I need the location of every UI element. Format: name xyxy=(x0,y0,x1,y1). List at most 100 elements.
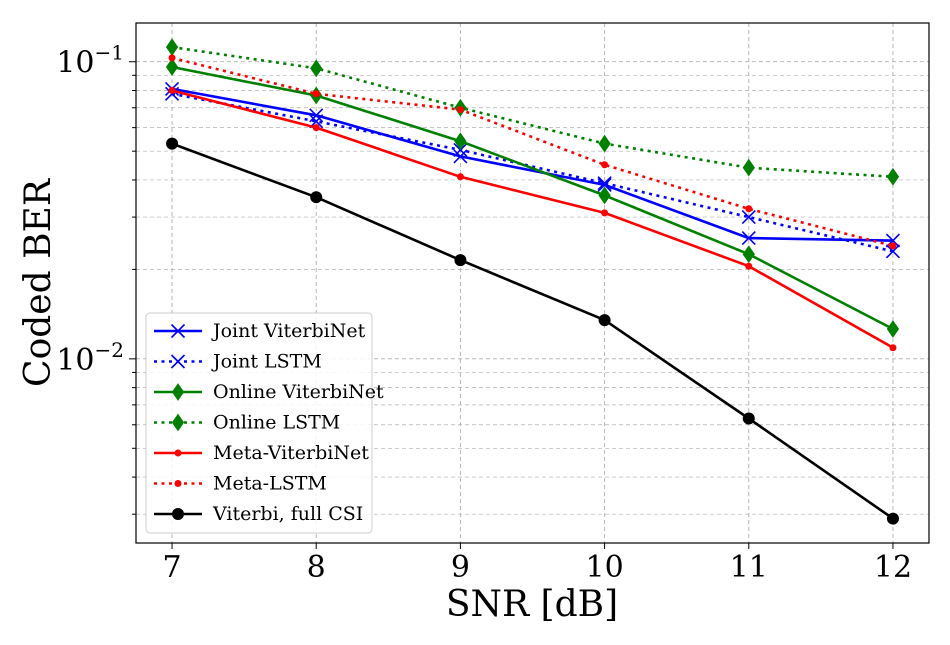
series-line xyxy=(171,89,894,349)
series-joint-lstm xyxy=(164,86,901,259)
legend-label: Joint ViterbiNet xyxy=(211,320,366,342)
x-marker-stroke xyxy=(170,354,186,369)
x-marker-stroke xyxy=(741,210,756,225)
diamond-marker xyxy=(171,413,185,432)
dot-marker xyxy=(456,173,464,181)
legend-label: Meta-ViterbiNet xyxy=(213,442,369,464)
legend: Joint ViterbiNet Joint LSTM Online Viterbi… xyxy=(145,312,384,534)
x-tick-label: 8 xyxy=(307,550,326,585)
diamond-marker xyxy=(598,134,611,153)
dot-marker xyxy=(168,87,176,95)
legend-entry: Joint LSTM xyxy=(154,351,322,373)
diamond-marker xyxy=(886,320,900,338)
x-marker-stroke xyxy=(597,176,612,191)
dot-marker xyxy=(312,124,320,132)
x-tick-label: 11 xyxy=(730,550,768,585)
x-marker-stroke xyxy=(597,177,612,192)
legend-label: Online LSTM xyxy=(213,412,340,434)
legend-entry: Meta-LSTM xyxy=(154,473,327,495)
series-joint-viterbinet xyxy=(164,81,901,248)
grid-lines xyxy=(136,23,929,543)
legend-label: Meta-LSTM xyxy=(213,473,327,495)
x-tick-label: 9 xyxy=(451,550,470,585)
y-tick-label: 10−1 xyxy=(56,41,124,81)
x-marker xyxy=(597,176,612,191)
legend-entry: Online ViterbiNet xyxy=(154,381,384,403)
dot-marker xyxy=(168,54,176,62)
x-marker-stroke xyxy=(309,108,324,123)
dot-marker xyxy=(601,209,609,217)
series-line xyxy=(171,56,894,248)
dot-marker xyxy=(889,344,897,352)
circle-marker xyxy=(886,512,899,525)
diamond-marker xyxy=(165,38,179,56)
y-tick-exponent: −1 xyxy=(95,41,124,65)
diamond-marker xyxy=(165,58,179,76)
circle-marker xyxy=(454,254,467,267)
dot-marker xyxy=(745,262,753,270)
series-meta-viterbinet xyxy=(168,87,897,352)
dot-marker xyxy=(745,205,753,213)
diamond-marker xyxy=(454,132,467,151)
diamond-marker xyxy=(310,59,323,78)
dot-marker xyxy=(889,242,897,250)
x-marker xyxy=(453,149,468,164)
x-tick-label: 10 xyxy=(585,550,623,585)
legend-label: Viterbi, full CSI xyxy=(212,503,363,525)
dot-marker xyxy=(312,90,320,98)
circle-marker xyxy=(598,314,611,327)
x-marker-stroke xyxy=(453,149,468,164)
y-axis-title: Coded BER xyxy=(18,178,59,387)
series-line xyxy=(171,142,894,520)
series-online-viterbinet xyxy=(165,58,900,338)
x-marker-stroke xyxy=(170,323,186,339)
dot-marker xyxy=(456,106,464,114)
x-marker xyxy=(170,354,186,369)
dot-marker xyxy=(174,449,182,457)
diamond-marker xyxy=(171,383,185,401)
y-tick-base: 10 xyxy=(56,343,94,378)
legend-label: Joint LSTM xyxy=(211,351,322,373)
diamond-marker xyxy=(742,158,755,177)
diamond-marker xyxy=(598,186,611,205)
x-marker xyxy=(170,323,186,339)
series-line xyxy=(171,92,894,253)
diamond-marker xyxy=(886,167,900,186)
legend-box xyxy=(145,312,373,534)
x-marker xyxy=(309,108,324,123)
series-online-lstm xyxy=(165,38,900,186)
diamond-marker xyxy=(742,245,755,264)
legend-entry: Online LSTM xyxy=(154,412,340,434)
legend-entry: Viterbi, full CSI xyxy=(154,503,363,525)
series-line xyxy=(171,65,894,331)
series-meta-lstm xyxy=(168,54,897,250)
circle-marker xyxy=(172,508,184,520)
series-line xyxy=(171,45,894,179)
dot-marker xyxy=(601,161,609,169)
x-marker-stroke xyxy=(741,230,756,246)
series-layer xyxy=(164,38,901,525)
x-marker-stroke xyxy=(885,244,901,259)
x-tick-label: 12 xyxy=(874,550,912,585)
x-marker xyxy=(741,230,756,246)
y-tick-base: 10 xyxy=(56,46,94,81)
x-marker xyxy=(597,177,612,192)
dot-marker xyxy=(174,480,182,487)
circle-marker xyxy=(310,191,323,204)
y-tick-exponent: −2 xyxy=(95,338,124,362)
legend-label: Online ViterbiNet xyxy=(213,381,384,403)
circle-marker xyxy=(166,137,179,150)
y-tick-label: 10−2 xyxy=(56,338,124,378)
plot-frame xyxy=(135,22,930,544)
x-marker xyxy=(885,244,901,259)
x-marker xyxy=(741,210,756,225)
circle-marker xyxy=(742,412,755,425)
series-viterbi-full-csi xyxy=(166,137,899,525)
x-tick-label: 7 xyxy=(162,550,181,585)
x-axis-title: SNR [dB] xyxy=(446,584,618,625)
series-line xyxy=(171,87,894,242)
legend-entry: Meta-ViterbiNet xyxy=(154,442,369,464)
legend-entry: Joint ViterbiNet xyxy=(154,320,366,342)
